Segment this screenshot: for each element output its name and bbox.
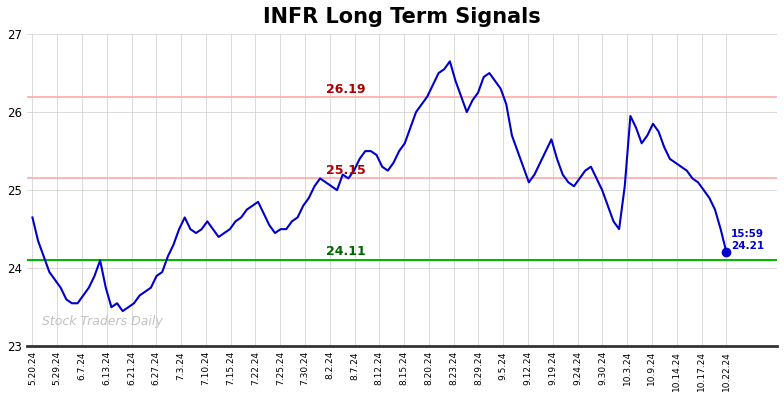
Text: 25.15: 25.15 bbox=[326, 164, 365, 177]
Title: INFR Long Term Signals: INFR Long Term Signals bbox=[263, 7, 541, 27]
Text: 24.11: 24.11 bbox=[326, 245, 365, 258]
Text: 15:59
24.21: 15:59 24.21 bbox=[731, 229, 764, 251]
Text: 26.19: 26.19 bbox=[326, 82, 365, 96]
Text: Stock Traders Daily: Stock Traders Daily bbox=[42, 315, 162, 328]
